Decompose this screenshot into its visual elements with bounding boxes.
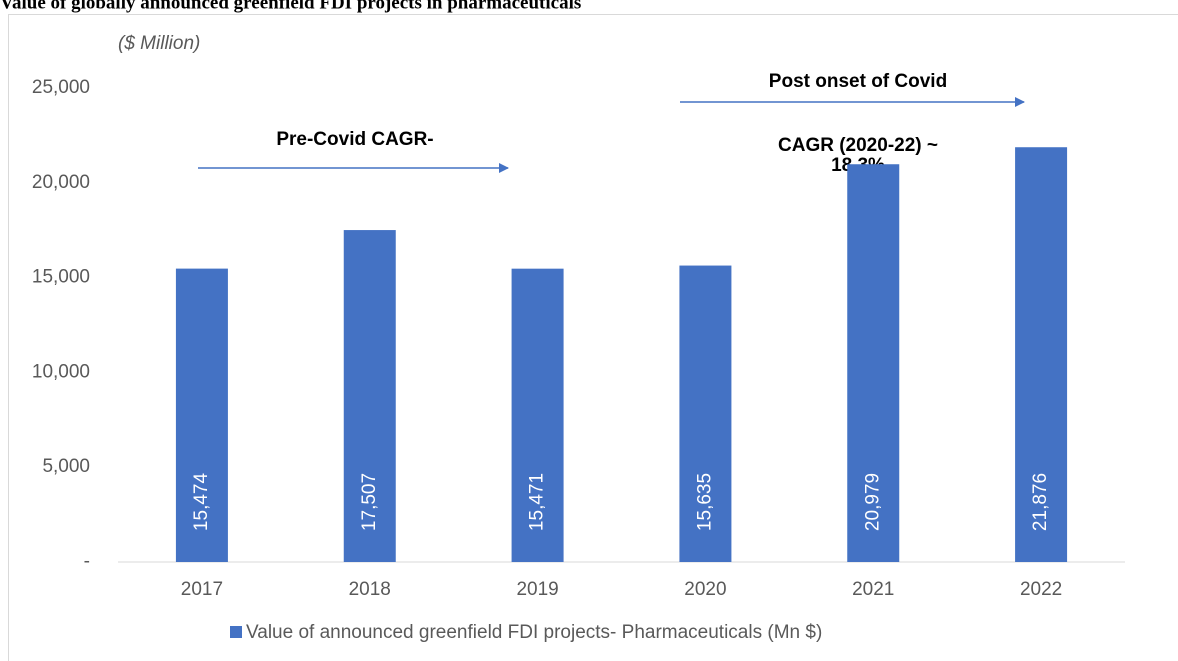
data-label: 15,635: [694, 473, 715, 531]
y-tick-label: 10,000: [32, 361, 90, 382]
annotation: CAGR (2020-22) ~: [778, 135, 938, 156]
data-label: 21,876: [1030, 473, 1051, 531]
bar: [175, 268, 228, 562]
chart-title: Value of globally announced greenfield F…: [0, 0, 581, 13]
bar: [679, 265, 732, 562]
annotation: Post onset of Covid: [769, 71, 947, 92]
y-tick-label: 20,000: [32, 172, 90, 193]
bar: [511, 268, 564, 562]
data-label: 17,507: [359, 473, 380, 531]
x-tick-label: 2022: [1020, 579, 1062, 600]
data-label: 20,979: [862, 473, 883, 531]
y-tick-label: -: [84, 551, 90, 572]
legend-label: Value of announced greenfield FDI projec…: [246, 622, 822, 643]
bar: [343, 230, 396, 563]
y-tick-label: 5,000: [42, 456, 90, 477]
annotation: Pre-Covid CAGR-: [276, 129, 433, 150]
x-tick-label: 2017: [181, 579, 223, 600]
y-tick-label: 15,000: [32, 267, 90, 288]
x-tick-label: 2021: [852, 579, 894, 600]
bar: [847, 164, 900, 562]
x-tick-label: 2018: [349, 579, 391, 600]
x-tick-label: 2019: [516, 579, 558, 600]
unit-label: ($ Million): [118, 33, 200, 54]
bar: [1015, 147, 1068, 563]
y-tick-label: 25,000: [32, 77, 90, 98]
legend-swatch: [230, 626, 242, 638]
data-label: 15,471: [527, 473, 548, 531]
chart-frame: [8, 14, 1178, 661]
data-label: 15,474: [191, 473, 212, 532]
x-tick-label: 2020: [684, 579, 726, 600]
